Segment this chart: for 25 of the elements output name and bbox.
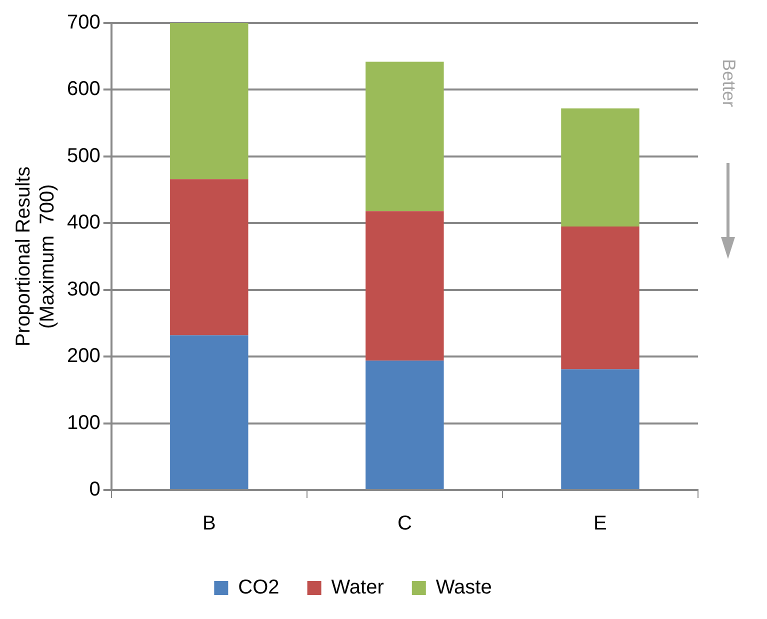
y-tick-label: 100 [66,412,100,434]
y-tick-label: 0 [89,478,100,501]
bar [561,108,640,226]
y-tick-label: 300 [66,278,100,300]
y-tick-label: 600 [66,78,100,100]
legend-label: CO2 [238,576,280,599]
bar [170,335,248,489]
bar [170,23,248,180]
x-tick-label: C [397,512,412,535]
legend-label: Water [331,576,384,599]
bar [366,62,444,212]
x-tick-label: E [594,512,607,535]
y-tick-label: 700 [66,12,100,34]
bar [366,211,444,361]
y-axis-title: Proportional Results (Maximum 700) [12,166,59,347]
bar [561,369,640,489]
x-tick-label: B [202,512,216,535]
bar [366,360,444,489]
y-tick-label: 500 [66,144,100,167]
legend-label: Waste [436,576,492,599]
y-tick-label: 400 [66,212,100,234]
text: Better [719,58,740,108]
bar [170,179,248,336]
bar [561,226,640,370]
y-tick-label: 200 [66,345,100,368]
